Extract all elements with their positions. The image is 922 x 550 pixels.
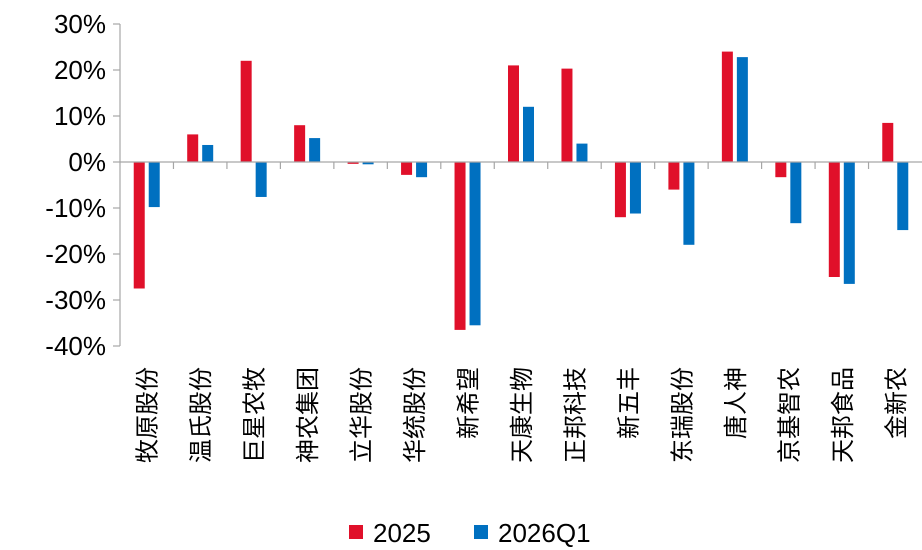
x-tick-label: 温氏股份 <box>187 367 215 463</box>
y-tick-label: -10% <box>45 193 106 223</box>
x-tick-label: 华统股份 <box>401 367 429 463</box>
x-tick-label: 东瑞股份 <box>668 367 696 463</box>
bar-2026Q1 <box>843 162 855 284</box>
y-tick-label: 30% <box>54 9 106 39</box>
y-tick-label: 0% <box>68 147 106 177</box>
legend-label: 2026Q1 <box>498 518 591 548</box>
legend: 2025 2026Q1 <box>349 518 591 548</box>
bar-2026Q1 <box>629 162 641 214</box>
bar-2025 <box>240 60 252 162</box>
bar-2025 <box>828 162 840 277</box>
x-tick-label: 立华股份 <box>348 367 376 463</box>
bar-2026Q1 <box>469 162 481 326</box>
y-tick-label: 10% <box>54 101 106 131</box>
bar-2025 <box>775 162 787 178</box>
bar-2025 <box>187 134 199 162</box>
bar-2025 <box>882 122 894 162</box>
legend-label: 2025 <box>373 518 431 548</box>
x-tick-label: 神农集团 <box>294 367 322 463</box>
bar-2025 <box>401 162 413 175</box>
bar-2025 <box>508 65 519 162</box>
y-axis: 30% 20% 10% 0% -10% -20% -30% -40% <box>45 9 121 361</box>
bar-2026Q1 <box>202 144 214 162</box>
bar-2025 <box>347 162 359 164</box>
bar-2026Q1 <box>576 143 588 162</box>
bar-2026Q1 <box>416 162 428 178</box>
bar-2026Q1 <box>736 57 748 163</box>
bar-2025 <box>294 125 306 162</box>
bar-2026Q1 <box>683 162 695 245</box>
bar-2026Q1 <box>790 162 802 224</box>
legend-swatch-2026Q1 <box>474 525 488 539</box>
bar-2026Q1 <box>148 162 160 208</box>
x-tick-label: 新五丰 <box>615 367 643 439</box>
bar-2026Q1 <box>362 162 374 165</box>
x-tick-label: 唐人神 <box>722 367 750 439</box>
bar-2025 <box>668 162 680 190</box>
x-tick-label: 天邦食品 <box>829 367 857 463</box>
bar-2025 <box>561 68 573 162</box>
x-axis: 牧原股份 温氏股份 巨星农牧 神农集团 立华股份 华统股份 新希望 天康生物 正邦科技 新五丰 东瑞… <box>120 161 922 463</box>
bar-2025 <box>454 162 466 330</box>
x-tick-label: 天康生物 <box>508 367 536 463</box>
legend-swatch-2025 <box>349 525 363 539</box>
bar-2026Q1 <box>255 162 267 197</box>
x-tick-label: 京基智农 <box>775 367 803 463</box>
bar-2026Q1 <box>897 162 909 231</box>
bar-2025 <box>614 162 626 218</box>
y-tick-label: 20% <box>54 55 106 85</box>
bar-2026Q1 <box>309 138 321 162</box>
bar-2026Q1 <box>523 106 534 162</box>
bars <box>133 51 909 330</box>
bar-2025 <box>721 51 733 162</box>
y-tick-label: -30% <box>45 285 106 315</box>
y-tick-label: -40% <box>45 331 106 361</box>
y-tick-label: -20% <box>45 239 106 269</box>
bar-2025 <box>133 162 145 289</box>
x-tick-label: 新希望 <box>455 367 483 439</box>
x-tick-label: 正邦科技 <box>561 367 589 463</box>
x-tick-label: 巨星农牧 <box>241 367 269 463</box>
x-tick-label: 金新农 <box>882 367 910 439</box>
x-tick-label: 牧原股份 <box>134 367 162 463</box>
